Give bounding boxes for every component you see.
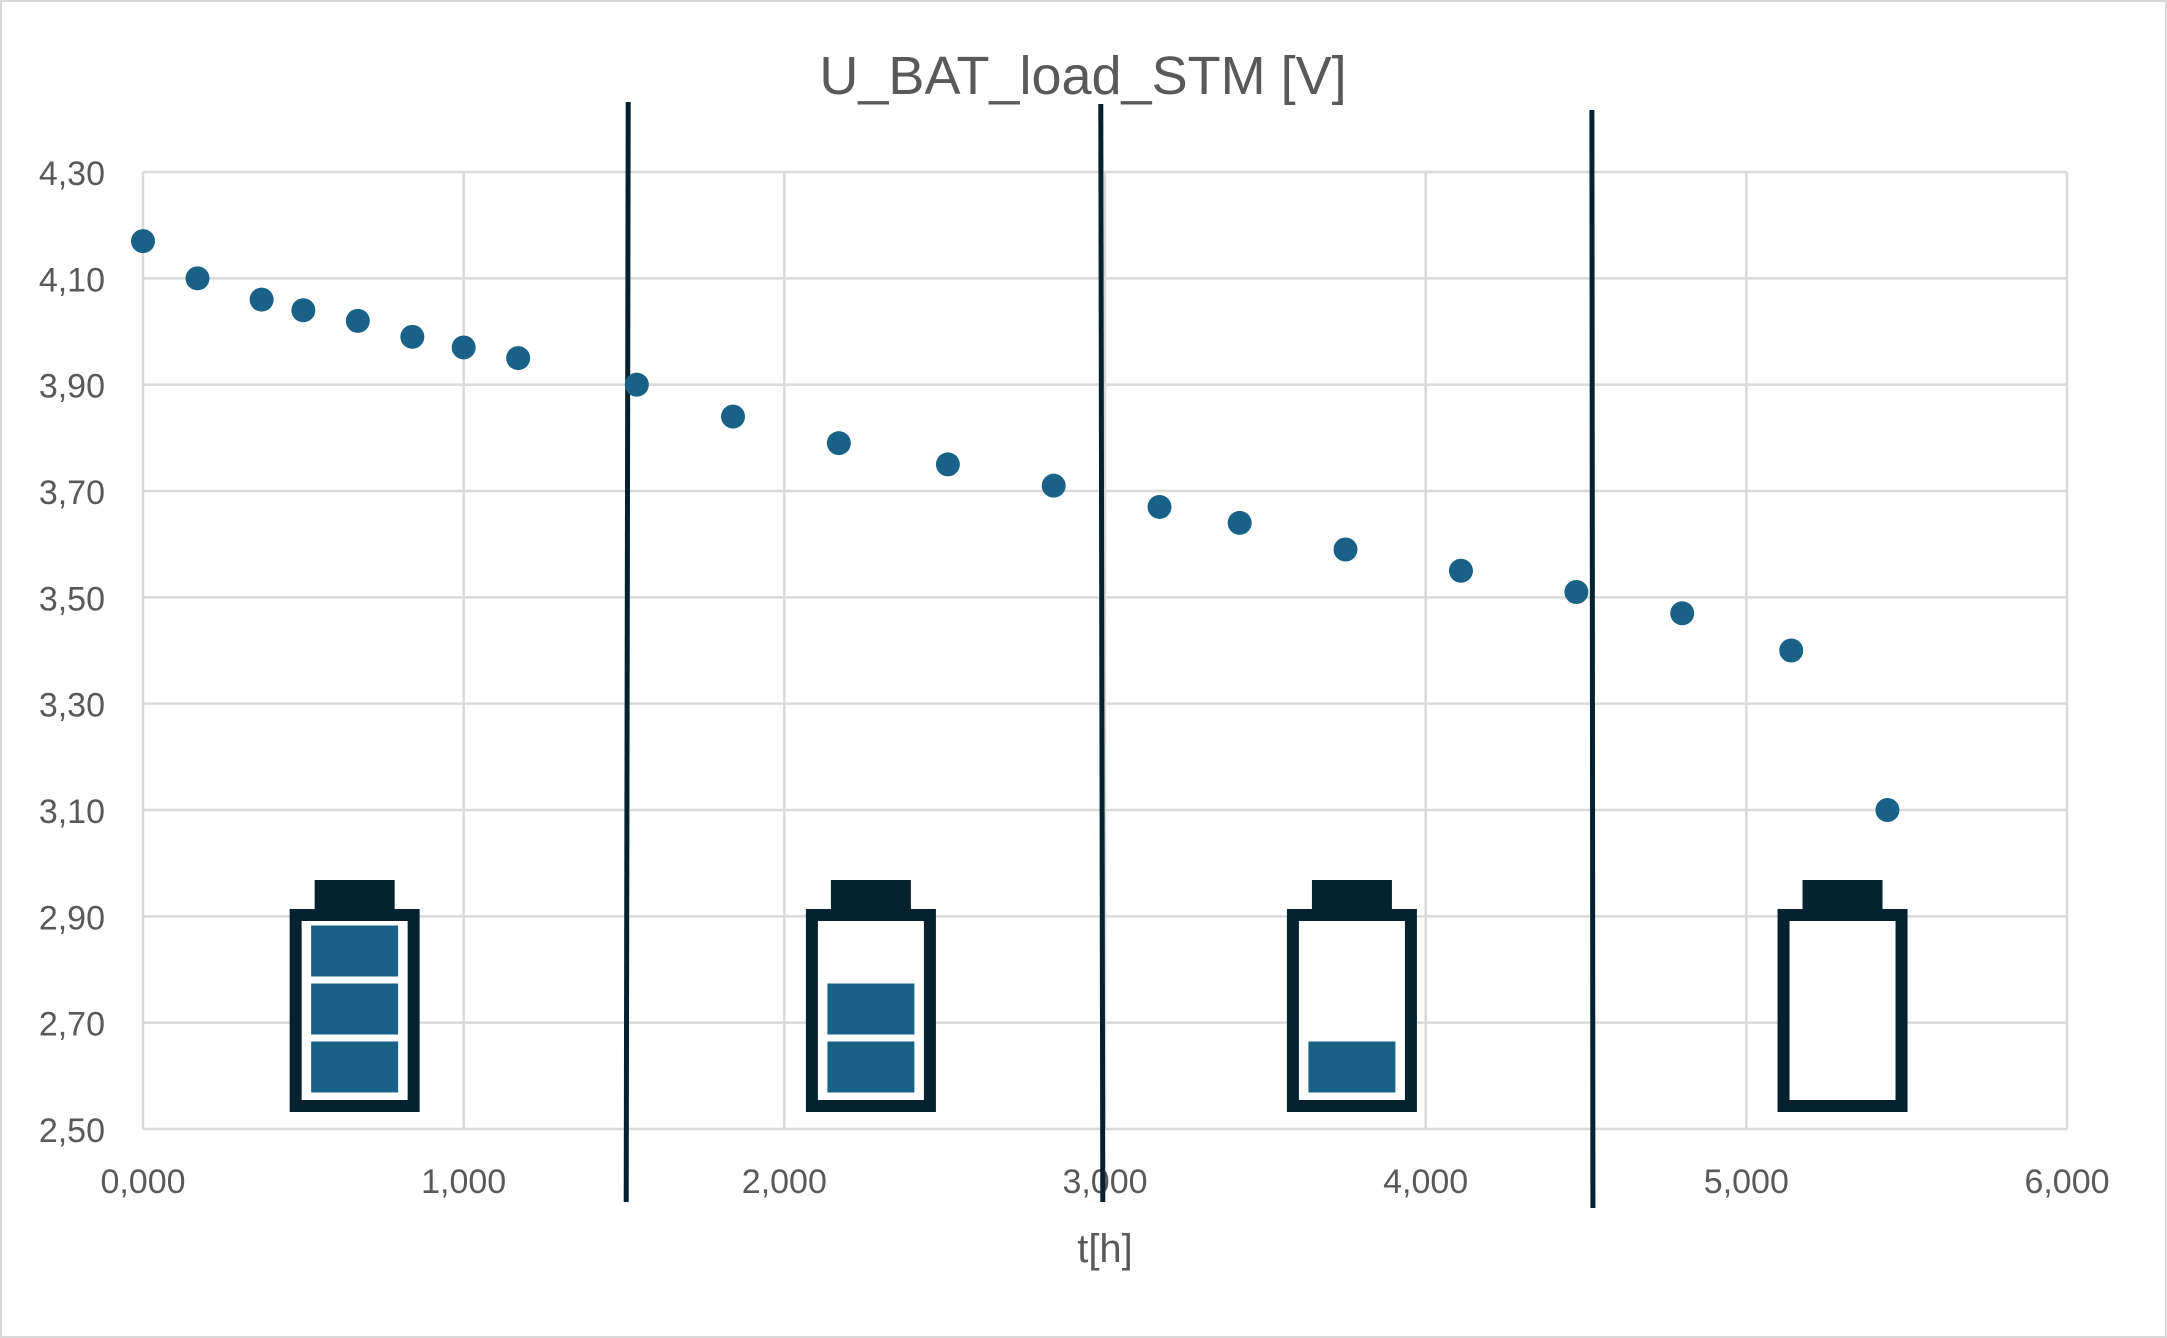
data-point (1227, 510, 1252, 535)
y-axis-tick-labels: 2,50 2,70 2,90 3,10 3,30 3,50 3,70 3,90 4,10 4,30 (39, 155, 105, 1150)
x-tick-label: 1,000 (421, 1163, 506, 1201)
data-point (131, 229, 155, 254)
data-point (451, 335, 476, 360)
x-tick-label: 5,000 (1704, 1163, 1789, 1201)
battery-level-icons (289, 880, 1908, 1112)
grid-lines (141, 170, 2069, 1131)
y-tick-label: 4,10 (39, 261, 105, 299)
battery-level-bar (308, 1038, 402, 1096)
battery-level-bar (824, 1038, 918, 1096)
x-tick-label: 4,000 (1383, 1163, 1468, 1201)
y-tick-label: 3,70 (39, 474, 105, 512)
battery-level-bar (1305, 1038, 1399, 1096)
phase-divider-line (623, 101, 631, 1203)
data-point (1670, 601, 1695, 626)
data-point (1564, 580, 1589, 605)
data-point (624, 372, 649, 397)
y-tick-label: 2,50 (39, 1112, 105, 1150)
data-points (131, 229, 1900, 822)
battery-level-bar (824, 980, 918, 1038)
battery-level-bar (308, 922, 402, 980)
battery-icon (1777, 880, 1908, 1112)
data-point (1448, 558, 1473, 583)
battery-icon (805, 880, 936, 1112)
data-point (721, 404, 746, 429)
phase-divider-lines (623, 101, 1596, 1209)
data-point (345, 308, 370, 333)
data-point (249, 287, 274, 312)
x-tick-label: 2,000 (742, 1163, 827, 1201)
chart-title: U_BAT_load_STM [V] (819, 46, 1346, 106)
y-tick-label: 2,90 (39, 899, 105, 937)
data-point (1779, 638, 1804, 663)
phase-divider-line (1589, 109, 1596, 1209)
data-point (826, 431, 851, 456)
data-point (935, 452, 960, 477)
battery-icon (289, 880, 420, 1112)
x-axis-label: t[h] (1077, 1227, 1133, 1271)
data-point (400, 324, 425, 349)
data-point (506, 346, 531, 371)
battery-body (1777, 909, 1908, 1112)
data-point (1147, 494, 1172, 519)
y-tick-label: 3,30 (39, 687, 105, 725)
y-tick-label: 2,70 (39, 1006, 105, 1044)
y-tick-label: 3,90 (39, 368, 105, 406)
battery-icon (1286, 880, 1417, 1112)
x-tick-label: 0,000 (100, 1163, 185, 1201)
data-point (185, 266, 210, 291)
y-tick-label: 4,30 (39, 155, 105, 193)
phase-divider-line (1098, 103, 1106, 1203)
battery-level-bar (308, 980, 402, 1038)
data-point (291, 298, 316, 323)
data-point (1333, 537, 1358, 562)
y-tick-label: 3,50 (39, 580, 105, 618)
data-point (1041, 473, 1066, 498)
data-point (1875, 798, 1900, 822)
x-tick-label: 6,000 (2024, 1163, 2109, 1201)
y-tick-label: 3,10 (39, 793, 105, 831)
